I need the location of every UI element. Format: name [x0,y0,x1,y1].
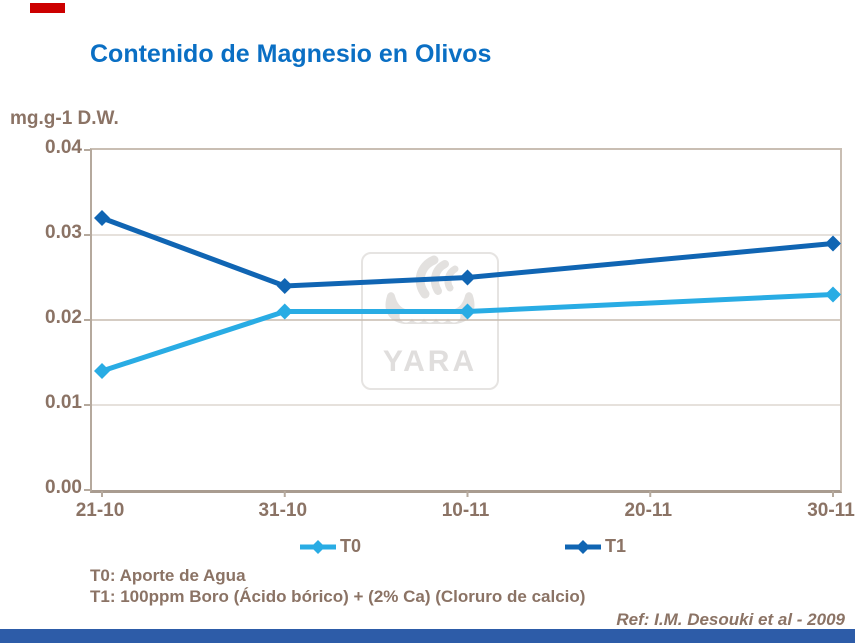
x-tick-label: 31-10 [258,500,308,521]
slide-accent-bar [30,3,65,13]
chart-canvas [84,149,841,497]
y-tick-label: 0.04 [45,137,82,158]
legend-item-t0: T0 [300,536,361,557]
data-point-T0 [276,303,293,320]
y-tick-label: 0.01 [45,392,82,413]
reference-text: Ref: I.M. Desouki et al - 2009 [616,610,845,629]
data-point-T1 [94,210,110,226]
series-line-T0 [101,292,834,374]
legend-diamond [576,539,590,554]
slide-footer-bar [0,629,855,643]
data-point-T0 [825,286,841,303]
footnotes: T0: Aporte de Agua T1: 100ppm Boro (Ácid… [90,565,585,607]
data-point-T0 [94,363,110,379]
y-axis-unit-label: mg.g-1 D.W. [10,108,119,129]
y-tick-label: 0.00 [45,477,82,498]
legend-diamond [311,539,325,554]
series-line-T1 [101,215,834,289]
y-tick-label: 0.02 [45,307,82,328]
legend-label-t0: T0 [340,536,362,556]
data-point-T1 [276,278,293,294]
footnote-t1: T1: 100ppm Boro (Ácido bórico) + (2% Ca)… [90,587,586,606]
legend-item-t1: T1 [565,536,626,557]
legend-label-t1: T1 [605,536,627,556]
x-tick-label: 21-10 [75,500,125,521]
data-point-T1 [459,269,476,286]
legend-swatch-t1-icon [565,539,601,554]
yara-watermark-text: YARA [382,345,478,378]
data-point-T1 [825,235,841,252]
chart-plot-area [84,148,842,497]
legend-swatch-t0-icon [300,539,336,554]
x-tick-label: 10-11 [441,500,490,521]
data-point-T0 [459,303,476,320]
y-tick-label: 0.03 [45,222,82,243]
page-title: Contenido de Magnesio en Olivos [90,40,492,68]
x-tick-label: 30-11 [807,500,855,521]
footnote-t0: T0: Aporte de Agua [90,566,246,585]
x-tick-label: 20-11 [624,500,673,521]
